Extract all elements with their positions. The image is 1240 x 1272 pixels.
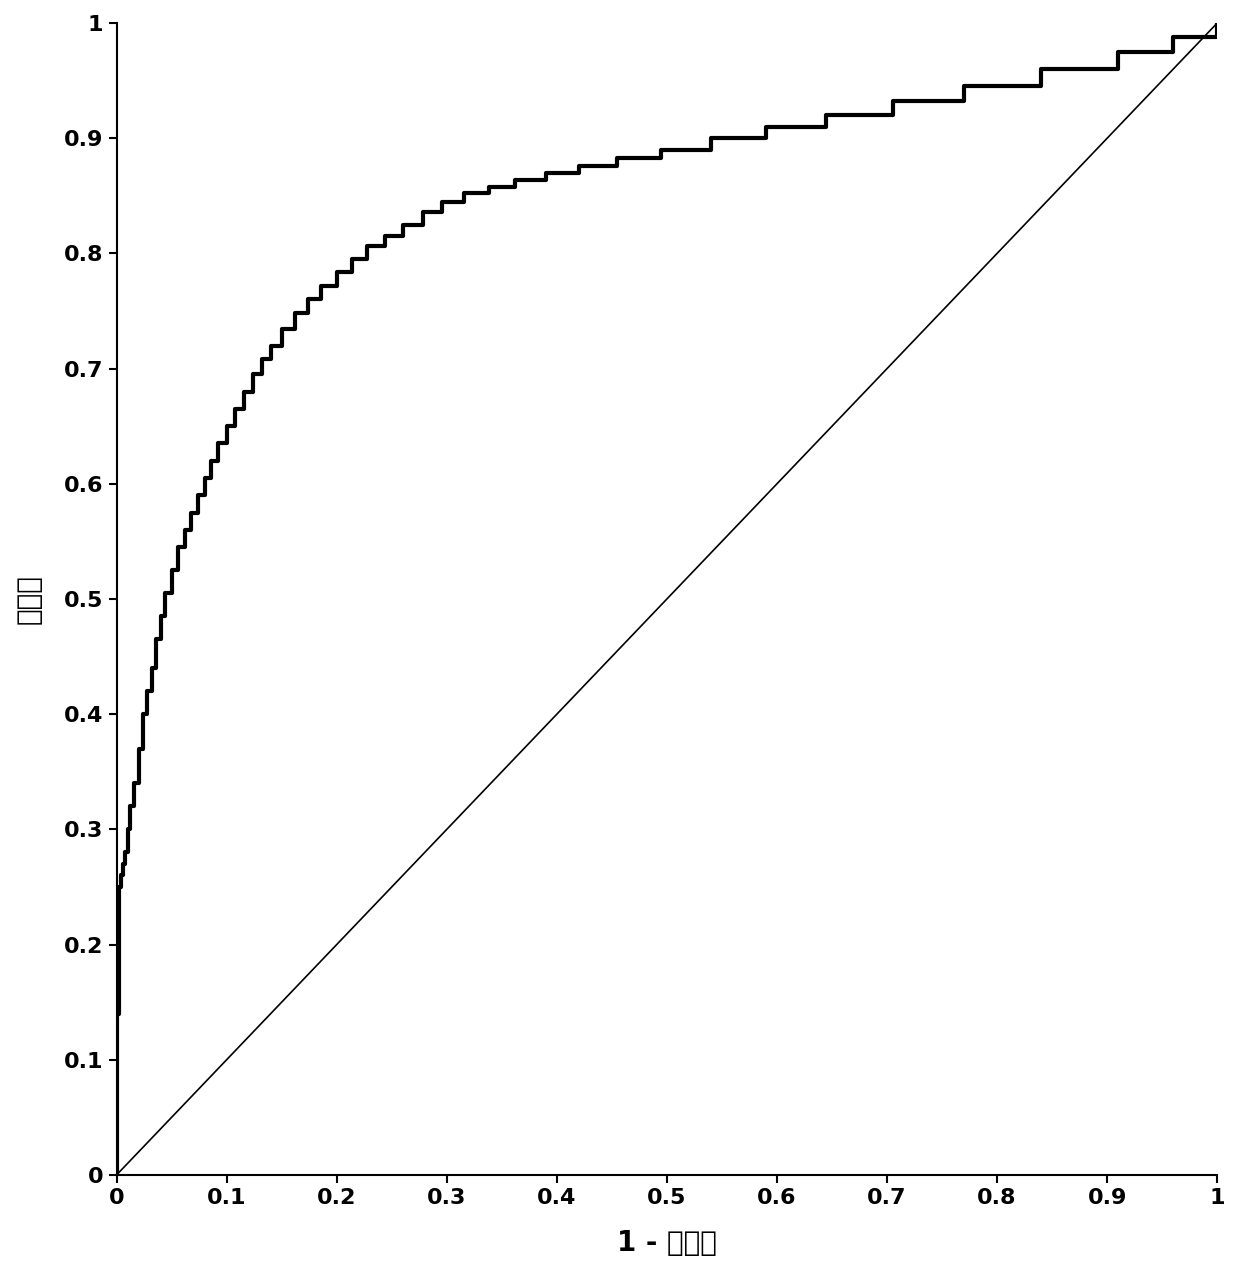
Y-axis label: 灵敏度: 灵敏度 <box>15 574 43 625</box>
X-axis label: 1 - 特异性: 1 - 特异性 <box>618 1229 717 1257</box>
